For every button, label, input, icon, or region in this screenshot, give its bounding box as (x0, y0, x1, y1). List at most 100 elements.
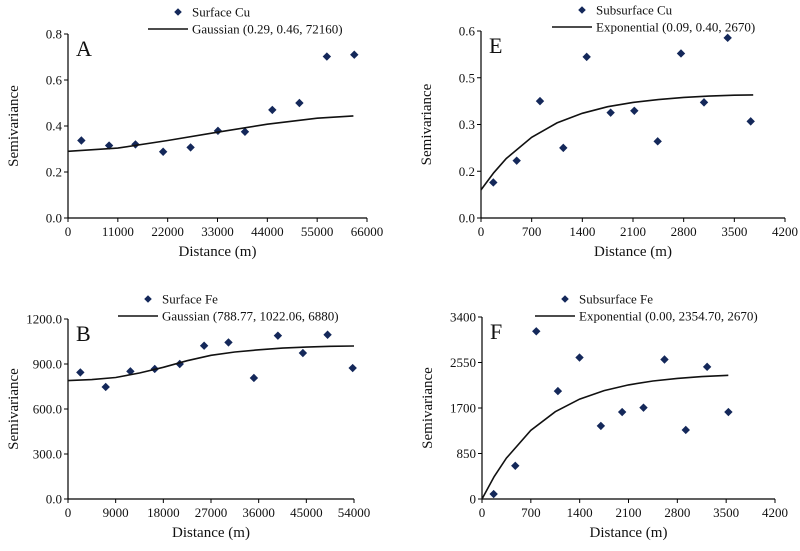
legend: Surface Cu Gaussian (0.29, 0.46, 72160) (148, 5, 343, 37)
x-tick-label: 0 (65, 224, 72, 239)
x-tick-label: 1400 (569, 224, 595, 239)
x-tick-label: 33000 (201, 224, 234, 239)
x-tick-label: 3500 (721, 224, 747, 239)
legend-label: Exponential (0.09, 0.40, 2670) (596, 20, 755, 35)
x-tick-label: 22000 (151, 224, 184, 239)
x-tick-label: 55000 (301, 224, 334, 239)
x-tick-label: 2100 (620, 224, 646, 239)
panel-F: 0 700 1400 2100 2800 3500 4200 0 850 1700 2550 3400… (420, 292, 788, 542)
data-point (186, 143, 195, 152)
y-tick-label: 2550 (450, 355, 476, 370)
y-tick-label: 0.0 (46, 211, 62, 226)
data-point (273, 331, 283, 340)
x-tick-label: 0 (478, 224, 485, 239)
legend-label: Subsurface Fe (579, 292, 653, 307)
data-point (575, 353, 584, 362)
data-point (724, 407, 733, 417)
data-point (323, 330, 332, 339)
fitted-model-line (480, 94, 754, 191)
y-tick-label: 0.2 (459, 164, 475, 179)
legend-label: Gaussian (0.29, 0.46, 72160) (192, 22, 343, 37)
fitted-model-line (67, 345, 355, 382)
legend-label: Surface Cu (192, 5, 251, 20)
legend: Subsurface Fe Exponential (0.00, 2354.70,… (535, 292, 758, 324)
data-point (660, 355, 669, 364)
y-tick-label: 0.4 (46, 119, 63, 134)
x-tick-label: 44000 (251, 224, 284, 239)
legend-marker-icon (561, 295, 569, 303)
data-point (101, 382, 110, 392)
y-tick-label: 0.3 (459, 117, 475, 132)
panel-E: 0 700 1400 2100 2800 3500 4200 0.0 0.2 0.3 0.5 0.6 D… (419, 3, 798, 261)
data-point (511, 461, 520, 471)
legend-marker-icon (174, 8, 182, 16)
y-tick-label: 600.0 (33, 402, 62, 417)
data-point (104, 141, 114, 150)
data-point (348, 363, 357, 373)
data-point (158, 147, 168, 156)
x-tick-label: 2800 (671, 224, 697, 239)
x-tick-label: 9000 (103, 505, 129, 520)
x-tick-label: 36000 (242, 505, 275, 520)
legend: Subsurface Cu Exponential (0.09, 0.40, 26… (552, 3, 755, 35)
data-point (76, 368, 85, 377)
data-point (322, 52, 332, 61)
y-axis-label: Semivariance (6, 368, 22, 450)
y-tick-label: 0.0 (459, 211, 475, 226)
data-point (653, 137, 662, 146)
panel-letter: A (76, 36, 92, 61)
x-tick-label: 54000 (338, 505, 371, 520)
x-tick-label: 700 (522, 224, 542, 239)
x-tick-label: 700 (521, 505, 541, 520)
y-tick-label: 0.8 (46, 27, 62, 42)
data-point (535, 96, 545, 106)
data-point (249, 373, 259, 383)
y-axis-label: Semivariance (419, 83, 435, 165)
data-point (126, 367, 135, 376)
fitted-model-line (481, 374, 729, 500)
data-point (489, 178, 498, 187)
x-tick-label: 45000 (290, 505, 323, 520)
y-tick-label: 0.6 (46, 73, 63, 88)
panel-letter: F (490, 319, 502, 344)
data-point (350, 50, 359, 59)
data-point (559, 143, 568, 153)
x-tick-label: 0 (65, 505, 72, 520)
data-point (639, 403, 648, 412)
x-tick-label: 0 (479, 505, 486, 520)
x-tick-label: 4200 (772, 224, 798, 239)
y-tick-label: 0 (470, 492, 477, 507)
y-axis-label: Semivariance (6, 85, 22, 167)
data-point (681, 425, 690, 435)
legend-marker-icon (578, 6, 586, 14)
x-tick-label: 27000 (195, 505, 228, 520)
data-point (213, 126, 223, 136)
data-point (532, 327, 541, 336)
y-tick-label: 300.0 (33, 447, 62, 462)
data-point (512, 156, 521, 165)
data-point (630, 106, 639, 115)
legend-label: Surface Fe (162, 292, 218, 307)
y-tick-label: 900.0 (33, 357, 62, 372)
x-tick-label: 11000 (102, 224, 134, 239)
data-point (240, 127, 250, 136)
y-tick-label: 850 (457, 446, 477, 461)
y-tick-label: 0.6 (459, 24, 476, 39)
x-axis-label: Distance (m) (172, 525, 250, 541)
x-axis-label: Distance (m) (179, 244, 257, 260)
data-point (268, 105, 277, 115)
data-point (606, 108, 615, 117)
y-tick-label: 1700 (450, 401, 476, 416)
x-axis-label: Distance (m) (590, 525, 668, 541)
data-point (224, 338, 233, 347)
data-point (596, 421, 606, 431)
data-point (676, 49, 686, 58)
data-point (617, 407, 627, 417)
y-tick-label: 0.2 (46, 165, 62, 180)
x-tick-label: 66000 (351, 224, 384, 239)
legend-label: Exponential (0.00, 2354.70, 2670) (579, 309, 758, 324)
panel-B: 0 9000 18000 27000 36000 45000 54000 0.0 300.0 60… (6, 292, 370, 542)
panel-A: 0 11000 22000 33000 44000 55000 66000 0.0 0.2 0.4… (6, 5, 383, 261)
data-point (702, 362, 712, 372)
